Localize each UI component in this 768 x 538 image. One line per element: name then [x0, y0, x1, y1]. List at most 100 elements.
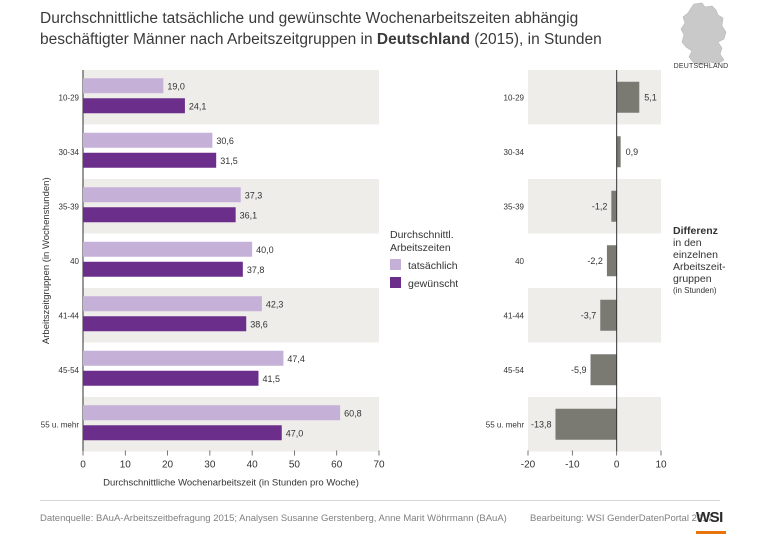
- row-band-left: [83, 288, 379, 343]
- germany-map-icon: [680, 2, 727, 66]
- title-text: Durchschnittliche tatsächliche und gewün…: [40, 10, 579, 48]
- wsi-logo: WSI: [696, 509, 726, 534]
- bar-actual: [83, 350, 284, 366]
- bar-difference: [616, 81, 640, 113]
- bar-difference: [611, 190, 617, 222]
- bar-label-desired: 41,5: [262, 374, 280, 384]
- difference-legend-line: Arbeitszeit-: [673, 261, 726, 273]
- y-axis-title: Arbeitszeitgruppen (in Wochenstunden): [41, 177, 52, 344]
- legend-item-desired: gewünscht: [390, 277, 458, 290]
- x-tick-label-left: 60: [331, 460, 343, 471]
- category-label-right: 55 u. mehr: [486, 420, 525, 429]
- legend-label-desired: gewünscht: [408, 278, 459, 290]
- row-band-left: [83, 397, 379, 452]
- legend-title: Durchschnittl. Arbeitszeiten: [390, 229, 454, 255]
- bar-label-actual: 30,6: [216, 136, 234, 146]
- category-label-right: 10-29: [504, 93, 525, 102]
- row-band-left: [83, 179, 379, 234]
- bar-desired: [83, 370, 259, 386]
- difference-legend-line: gruppen: [673, 273, 712, 285]
- difference-legend: Differenz in den einzelnen Arbeitszeit- …: [673, 225, 737, 297]
- difference-legend-unit: (in Stunden): [673, 286, 717, 295]
- legend-title-line1: Durchschnittl.: [390, 229, 454, 241]
- map-label: DEUTSCHLAND: [673, 63, 729, 70]
- bar-actual: [83, 296, 262, 312]
- bar-difference: [616, 136, 621, 168]
- bar-label-difference: -2,2: [587, 256, 603, 266]
- bar-label-actual: 19,0: [167, 81, 185, 91]
- category-label-right: 40: [515, 257, 524, 266]
- x-tick-label-left: 50: [289, 460, 301, 471]
- bar-label-actual: 40,0: [256, 245, 274, 255]
- bar-label-difference: 0,9: [626, 147, 639, 157]
- legend-item-actual: tatsächlich: [390, 259, 458, 272]
- category-label-left: 41-44: [59, 311, 80, 320]
- x-tick-label-left: 20: [162, 460, 174, 471]
- bar-desired: [83, 152, 217, 168]
- row-band-right: [528, 179, 661, 234]
- footer-divider: [40, 500, 720, 501]
- x-tick-label-left: 30: [204, 460, 216, 471]
- bar-label-difference: -3,7: [581, 310, 597, 320]
- bar-label-desired: 38,6: [250, 319, 268, 329]
- bar-desired: [83, 316, 247, 332]
- title-suffix: (2015), in Stunden: [469, 31, 602, 48]
- x-tick-label-left: 70: [373, 460, 385, 471]
- row-band-right: [528, 70, 661, 125]
- bar-label-difference: -5,9: [571, 365, 587, 375]
- category-label-left: 30-34: [59, 148, 80, 157]
- bar-label-desired: 24,1: [189, 101, 207, 111]
- category-label-left: 10-29: [59, 93, 80, 102]
- x-tick-label-right: -10: [565, 460, 580, 471]
- bar-label-desired: 31,5: [220, 156, 238, 166]
- bar-difference: [590, 354, 617, 386]
- category-label-right: 30-34: [504, 148, 525, 157]
- bar-label-difference: -13,8: [531, 419, 552, 429]
- legend-swatch-desired: [390, 277, 401, 288]
- bar-label-actual: 37,3: [245, 190, 263, 200]
- legend-label-actual: tatsächlich: [408, 260, 458, 272]
- row-band-right: [528, 288, 661, 343]
- category-label-right: 35-39: [504, 202, 525, 211]
- bar-actual: [83, 132, 213, 148]
- footer-source: Datenquelle: BAuA-Arbeitszeitbefragung 2…: [40, 513, 507, 524]
- bar-label-desired: 47,0: [286, 428, 304, 438]
- difference-legend-line: einzelnen: [673, 249, 718, 261]
- x-tick-label-left: 10: [120, 460, 132, 471]
- bar-label-desired: 37,8: [247, 265, 265, 275]
- x-tick-label-left: 0: [80, 460, 86, 471]
- category-label-right: 41-44: [504, 311, 525, 320]
- category-label-right: 45-54: [504, 366, 525, 375]
- x-tick-label-left: 40: [247, 460, 259, 471]
- bar-label-actual: 60,8: [344, 408, 362, 418]
- x-axis-title: Durchschnittliche Wochenarbeitszeit (in …: [103, 478, 359, 489]
- x-tick-label-right: 10: [655, 460, 667, 471]
- difference-legend-title: Differenz: [673, 225, 718, 237]
- category-label-left: 40: [70, 257, 79, 266]
- bar-desired: [83, 207, 236, 223]
- row-band-left: [83, 70, 379, 125]
- bar-actual: [83, 78, 164, 94]
- category-label-left: 45-54: [59, 366, 80, 375]
- bar-label-difference: 5,1: [644, 92, 657, 102]
- bar-label-difference: -1,2: [592, 201, 608, 211]
- legend-swatch-actual: [390, 259, 401, 270]
- difference-legend-line: in den: [673, 237, 702, 249]
- bar-label-desired: 36,1: [240, 210, 258, 220]
- bar-desired: [83, 425, 282, 441]
- title-country: Deutschland: [376, 31, 470, 48]
- category-label-left: 35-39: [59, 202, 80, 211]
- bar-desired: [83, 98, 185, 114]
- bar-actual: [83, 405, 341, 421]
- footer-editor: Bearbeitung: WSI GenderDatenPortal 2017: [530, 513, 713, 524]
- chart-title: Durchschnittliche tatsächliche und gewün…: [40, 8, 660, 50]
- legend-title-line2: Arbeitszeiten: [390, 242, 451, 254]
- category-label-left: 55 u. mehr: [41, 420, 80, 429]
- x-tick-label-right: 0: [614, 460, 620, 471]
- bar-label-actual: 42,3: [266, 299, 284, 309]
- bar-desired: [83, 261, 243, 277]
- bar-actual: [83, 241, 253, 257]
- bar-difference: [600, 299, 617, 331]
- bar-label-actual: 47,4: [287, 354, 305, 364]
